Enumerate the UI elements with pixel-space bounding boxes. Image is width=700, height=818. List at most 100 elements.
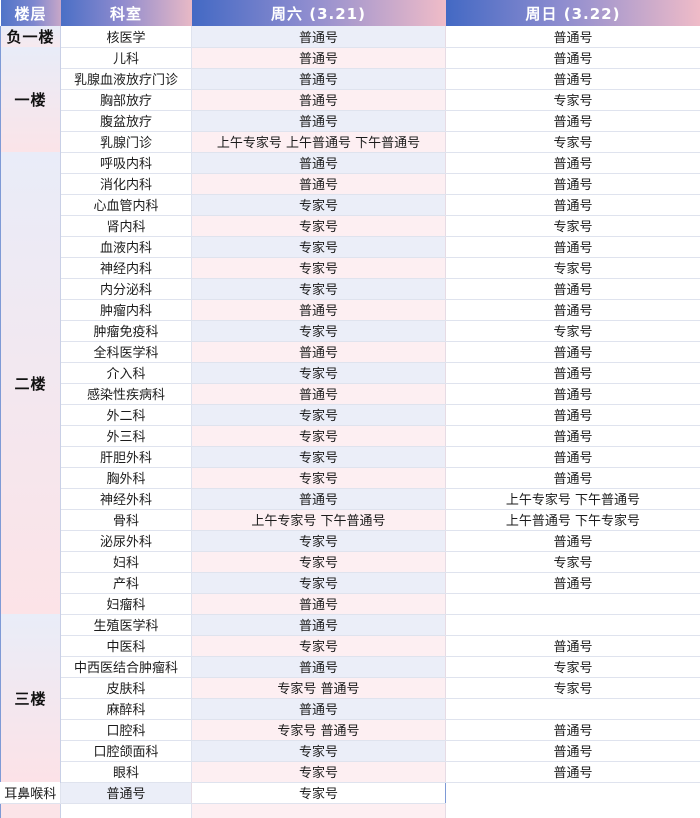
department-name-cell: 肝胆外科 [61,446,192,467]
saturday-registration-cell: 专家号 [192,257,446,278]
table-row: 肾内科专家号专家号 [1,215,700,236]
table-row: 神经内科专家号专家号 [1,257,700,278]
floor-group-label: 负一楼 [1,26,61,47]
table-row: 肿瘤免疫科专家号专家号 [1,320,700,341]
saturday-registration-cell: 普通号 [192,593,446,614]
saturday-registration-cell: 普通号 [192,110,446,131]
table-row: 耳鼻喉科普通号专家号 [1,782,700,803]
table-row: 血液内科专家号普通号 [1,236,700,257]
table-row: 泌尿外科专家号普通号 [1,530,700,551]
department-name-cell: 感染性疾病科 [61,383,192,404]
sunday-registration-cell: 普通号 [446,299,700,320]
department-name-cell: 腹盆放疗 [61,110,192,131]
department-name-cell: 肾内科 [61,215,192,236]
sunday-registration-cell: 普通号 [446,47,700,68]
sunday-registration-cell: 普通号 [446,446,700,467]
saturday-registration-cell: 专家号 [192,635,446,656]
department-name-cell: 内分泌科 [61,278,192,299]
table-row: 心血管内科专家号普通号 [1,194,700,215]
saturday-registration-cell: 专家号 [192,320,446,341]
saturday-registration-cell: 普通号 [192,383,446,404]
table-row: 二楼呼吸内科普通号普通号 [1,152,700,173]
department-name-cell: 中西医结合肿瘤科 [61,656,192,677]
sunday-registration-cell: 普通号 [446,404,700,425]
saturday-registration-cell: 普通号 [192,68,446,89]
sunday-registration-cell: 上午专家号 下午普通号 [446,488,700,509]
sunday-registration-cell: 普通号 [446,719,700,740]
sunday-registration-cell: 上午普通号 下午专家号 [446,509,700,530]
sunday-registration-cell: 普通号 [446,761,700,782]
sunday-registration-cell: 普通号 [446,26,700,47]
table-row: 消化内科普通号普通号 [1,173,700,194]
saturday-registration-cell: 普通号 [192,173,446,194]
column-header-sunday: 周日 (3.22) [446,0,700,26]
table-row: 外三科专家号普通号 [1,425,700,446]
table-row: 全科医学科普通号普通号 [1,341,700,362]
saturday-registration-cell: 专家号 普通号 [192,677,446,698]
department-name-cell: 消化内科 [61,173,192,194]
saturday-registration-cell: 专家号 [192,236,446,257]
saturday-registration-cell: 专家号 [192,194,446,215]
saturday-registration-cell: 专家号 [192,278,446,299]
department-name-cell: 皮肤科 [61,677,192,698]
table-row: 产科专家号普通号 [1,572,700,593]
table-row: 乳腺血液放疗门诊普通号普通号 [1,68,700,89]
department-name-cell: 产科 [61,572,192,593]
saturday-registration-cell: 普通号 [192,656,446,677]
table-row: 神经外科普通号上午专家号 下午普通号 [1,488,700,509]
department-name-cell: 神经内科 [61,257,192,278]
department-name-cell: 核医学 [61,26,192,47]
department-name-cell: 乳腺门诊 [61,131,192,152]
table-row: 感染性疾病科普通号普通号 [1,383,700,404]
sunday-registration-cell: 普通号 [446,572,700,593]
department-name-cell: 介入科 [61,362,192,383]
department-name-cell: 肿瘤免疫科 [61,320,192,341]
clipped-cell [192,803,446,818]
sunday-registration-cell: 普通号 [446,236,700,257]
department-name-cell: 呼吸内科 [61,152,192,173]
saturday-registration-cell: 专家号 [192,215,446,236]
clipped-table-row [1,803,700,818]
column-header-saturday: 周六 (3.21) [192,0,446,26]
table-header: 楼层 科室 周六 (3.21) 周日 (3.22) [1,0,700,26]
sunday-registration-cell: 专家号 [446,551,700,572]
saturday-registration-cell: 普通号 [192,488,446,509]
department-name-cell: 口腔颌面科 [61,740,192,761]
department-name-cell: 儿科 [61,47,192,68]
saturday-registration-cell: 普通号 [192,614,446,635]
department-name-cell: 生殖医学科 [61,614,192,635]
table-row: 口腔科专家号 普通号普通号 [1,719,700,740]
table-row: 胸外科专家号普通号 [1,467,700,488]
table-row: 一楼儿科普通号普通号 [1,47,700,68]
column-header-department: 科室 [61,0,192,26]
saturday-registration-cell: 专家号 [192,572,446,593]
sunday-registration-cell: 普通号 [446,740,700,761]
table-row: 肝胆外科专家号普通号 [1,446,700,467]
saturday-registration-cell: 普通号 [192,47,446,68]
table-row: 麻醉科普通号 [1,698,700,719]
table-row: 妇瘤科普通号 [1,593,700,614]
department-name-cell: 肿瘤内科 [61,299,192,320]
saturday-registration-cell: 普通号 [192,341,446,362]
sunday-registration-cell [446,614,700,635]
saturday-registration-cell: 上午专家号 下午普通号 [192,509,446,530]
department-name-cell: 胸外科 [61,467,192,488]
sunday-registration-cell: 普通号 [446,467,700,488]
clipped-cell [446,803,700,818]
table-row: 介入科专家号普通号 [1,362,700,383]
sunday-registration-cell: 专家号 [446,677,700,698]
department-name-cell: 全科医学科 [61,341,192,362]
floor-group-label: 三楼 [1,614,61,782]
department-name-cell: 中医科 [61,635,192,656]
header-row: 楼层 科室 周六 (3.21) 周日 (3.22) [1,0,700,26]
sunday-registration-cell: 普通号 [446,110,700,131]
sunday-registration-cell [446,593,700,614]
department-name-cell: 心血管内科 [61,194,192,215]
table-row: 乳腺门诊上午专家号 上午普通号 下午普通号专家号 [1,131,700,152]
saturday-registration-cell: 专家号 普通号 [192,719,446,740]
sunday-registration-cell: 普通号 [446,362,700,383]
department-name-cell: 外二科 [61,404,192,425]
clipped-cell [61,803,192,818]
table-row: 胸部放疗普通号专家号 [1,89,700,110]
